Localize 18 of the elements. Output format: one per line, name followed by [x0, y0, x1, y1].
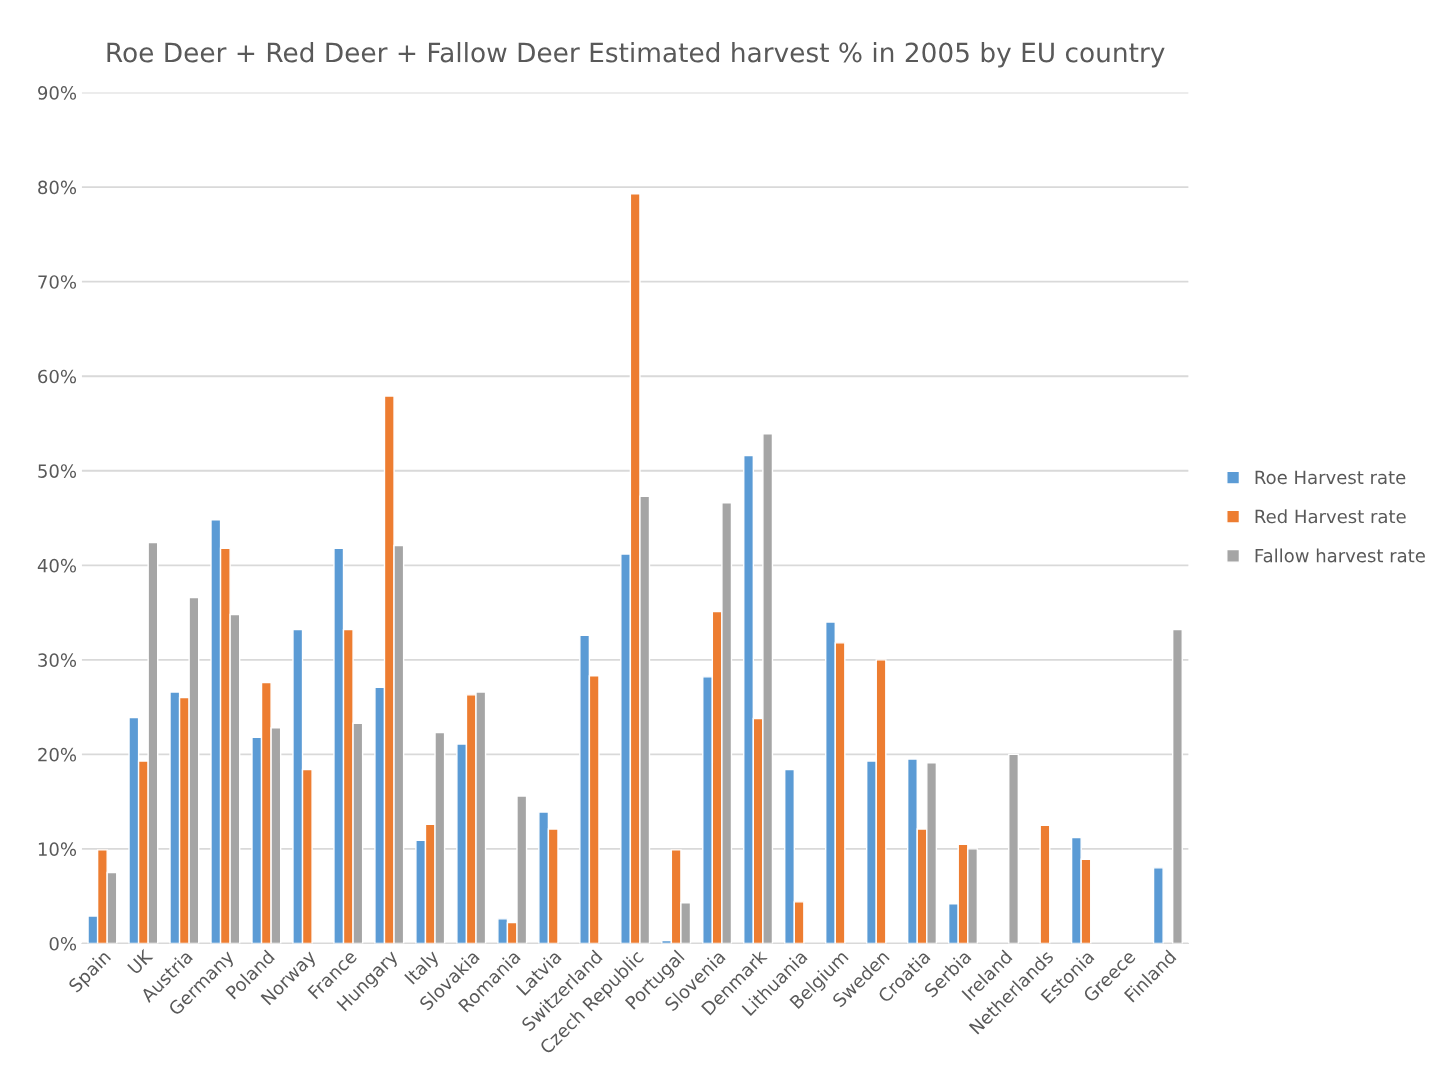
legend-label: Fallow harvest rate: [1255, 548, 1425, 563]
y-tick-label: 80%: [38, 180, 77, 195]
y-tick-label: 50%: [38, 464, 77, 478]
legend-label: Red Harvest rate: [1255, 509, 1406, 524]
legend-label: Roe Harvest rate: [1255, 470, 1406, 485]
y-tick-label: 30%: [38, 653, 77, 667]
y-tick-label: 70%: [38, 275, 77, 289]
y-tick-label: 40%: [37, 558, 77, 573]
y-tick-label: 20%: [38, 747, 77, 762]
bar: [1008, 753, 1020, 944]
bar: [1039, 824, 1051, 944]
y-tick-label: 10%: [38, 842, 77, 857]
y-tick-label: 60%: [38, 369, 77, 384]
chart-title: Roe Deer + Red Deer + Fallow Deer Estimated harvest % in 2005 by EU country: [107, 42, 1165, 68]
y-tick-label: 90%: [38, 86, 77, 100]
y-tick-label: 0%: [49, 936, 77, 951]
bar: [1171, 628, 1183, 944]
bar: [1152, 867, 1164, 944]
